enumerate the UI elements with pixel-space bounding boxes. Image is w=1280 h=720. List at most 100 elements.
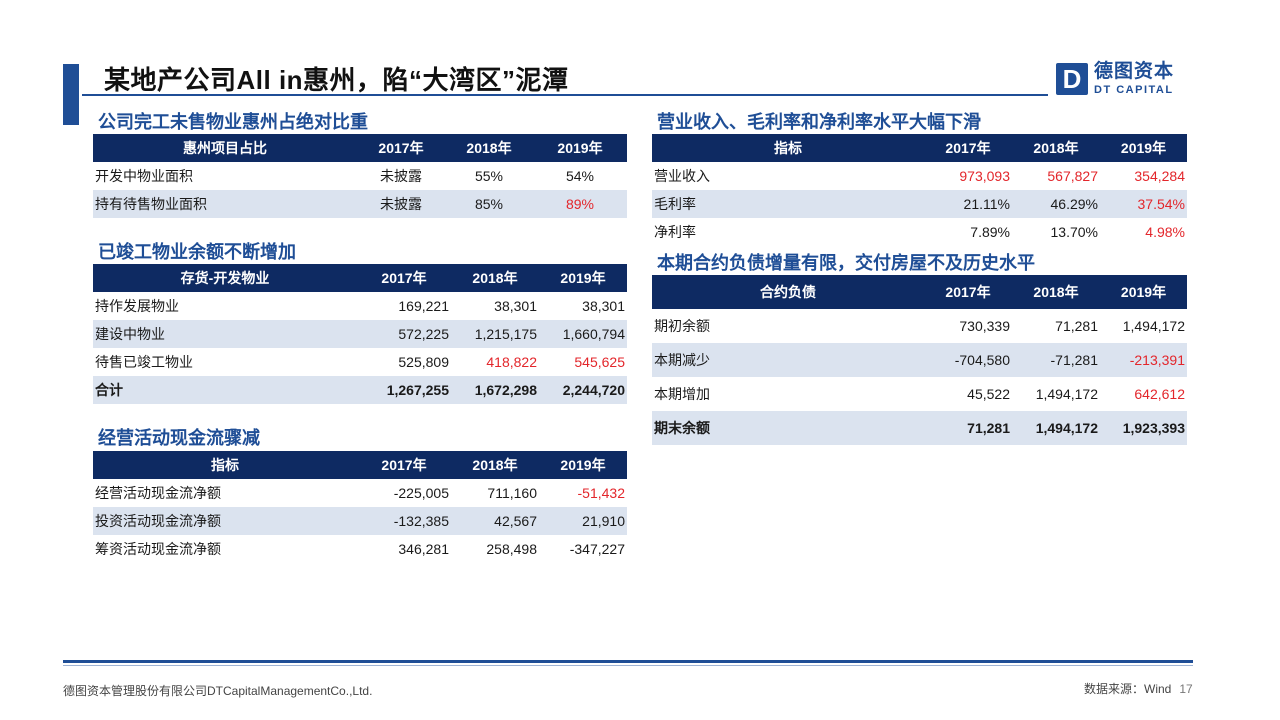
table5: 合约负债 2017年 2018年 2019年 期初余额 730,339 71,2… bbox=[652, 275, 1187, 445]
cell-value: -51,432 bbox=[577, 485, 625, 501]
table-row: 本期增加 45,522 1,494,172 642,612 bbox=[652, 377, 1187, 411]
cell-value: 354,284 bbox=[1134, 168, 1185, 184]
cell-value: -225,005 bbox=[393, 485, 449, 501]
table-row: 持有待售物业面积 未披露 85% 89% bbox=[93, 190, 627, 218]
table4-header: 2018年 bbox=[1012, 134, 1100, 162]
row-label: 本期增加 bbox=[654, 386, 710, 402]
table3-header: 2019年 bbox=[539, 451, 627, 479]
row-label: 期末余额 bbox=[652, 411, 924, 445]
logo-cn: 德图资本 bbox=[1094, 61, 1175, 82]
row-label: 待售已竣工物业 bbox=[95, 354, 193, 370]
cell-value: 258,498 bbox=[486, 541, 537, 557]
cell-value: 未披露 bbox=[380, 168, 422, 184]
cell-value: 37.54% bbox=[1100, 190, 1187, 218]
table1-header: 2019年 bbox=[533, 134, 627, 162]
cell-value: 46.29% bbox=[1012, 190, 1100, 218]
row-label: 投资活动现金流净额 bbox=[93, 507, 357, 535]
row-label: 经营活动现金流净额 bbox=[95, 485, 221, 501]
cell-value: 38,301 bbox=[494, 298, 537, 314]
cell-value: 572,225 bbox=[357, 320, 451, 348]
cell-value: 7.89% bbox=[970, 224, 1010, 240]
table5-header: 2018年 bbox=[1012, 275, 1100, 309]
table5-header: 合约负债 bbox=[652, 275, 924, 309]
table-row: 本期减少 -704,580 -71,281 -213,391 bbox=[652, 343, 1187, 377]
table-row: 经营活动现金流净额 -225,005 711,160 -51,432 bbox=[93, 479, 627, 507]
table-row: 开发中物业面积 未披露 55% 54% bbox=[93, 162, 627, 190]
page-title: 某地产公司All in惠州，陷“大湾区”泥潭 bbox=[104, 65, 569, 95]
cell-value: 4.98% bbox=[1145, 224, 1185, 240]
cell-value: -347,227 bbox=[569, 541, 625, 557]
table5-header-row: 合约负债 2017年 2018年 2019年 bbox=[652, 275, 1187, 309]
table-row: 投资活动现金流净额 -132,385 42,567 21,910 bbox=[93, 507, 627, 535]
table1-header: 2017年 bbox=[357, 134, 445, 162]
row-label: 营业收入 bbox=[654, 168, 710, 184]
table-row: 持作发展物业 169,221 38,301 38,301 bbox=[93, 292, 627, 320]
row-label: 毛利率 bbox=[652, 190, 924, 218]
cell-value: 71,281 bbox=[1055, 318, 1098, 334]
table4: 指标 2017年 2018年 2019年 营业收入 973,093 567,82… bbox=[652, 134, 1187, 246]
table-row-total: 合计 1,267,255 1,672,298 2,244,720 bbox=[93, 376, 627, 404]
cell-value: 525,809 bbox=[398, 354, 449, 370]
table4-header: 指标 bbox=[652, 134, 924, 162]
table2-header: 2017年 bbox=[357, 264, 451, 292]
cell-value: 13.70% bbox=[1050, 224, 1098, 240]
table2-header: 存货-开发物业 bbox=[93, 264, 357, 292]
table3-header: 2017年 bbox=[357, 451, 451, 479]
row-label: 开发中物业面积 bbox=[95, 168, 193, 184]
cell-value: 1,494,172 bbox=[1035, 386, 1098, 402]
cell-value: 89% bbox=[533, 190, 627, 218]
cell-value: 38,301 bbox=[582, 298, 625, 314]
cell-value: 730,339 bbox=[959, 318, 1010, 334]
cell-value: 71,281 bbox=[924, 411, 1012, 445]
table-row: 筹资活动现金流净额 346,281 258,498 -347,227 bbox=[93, 535, 627, 563]
cell-value: 346,281 bbox=[398, 541, 449, 557]
row-label: 筹资活动现金流净额 bbox=[95, 541, 221, 557]
table4-title: 营业收入、毛利率和净利率水平大幅下滑 bbox=[657, 112, 981, 132]
cell-value: 418,822 bbox=[486, 354, 537, 370]
cell-value: 85% bbox=[445, 190, 533, 218]
cell-value: 1,494,172 bbox=[1012, 411, 1100, 445]
table-row-total: 期末余额 71,281 1,494,172 1,923,393 bbox=[652, 411, 1187, 445]
table1-title: 公司完工未售物业惠州占绝对比重 bbox=[98, 112, 368, 132]
row-label: 净利率 bbox=[654, 224, 696, 240]
table1: 惠州项目占比 2017年 2018年 2019年 开发中物业面积 未披露 55%… bbox=[93, 134, 627, 218]
cell-value: 2,244,720 bbox=[539, 376, 627, 404]
table2-header: 2019年 bbox=[539, 264, 627, 292]
cell-value: -132,385 bbox=[357, 507, 451, 535]
row-label: 合计 bbox=[93, 376, 357, 404]
table2: 存货-开发物业 2017年 2018年 2019年 持作发展物业 169,221… bbox=[93, 264, 627, 404]
table1-header: 2018年 bbox=[445, 134, 533, 162]
cell-value: 42,567 bbox=[451, 507, 539, 535]
cell-value: 567,827 bbox=[1047, 168, 1098, 184]
table3-header: 指标 bbox=[93, 451, 357, 479]
table3-header: 2018年 bbox=[451, 451, 539, 479]
footer-company: 德图资本管理股份有限公司DTCapitalManagementCo.,Ltd. bbox=[63, 684, 373, 698]
table1-header-row: 惠州项目占比 2017年 2018年 2019年 bbox=[93, 134, 627, 162]
cell-value: 642,612 bbox=[1134, 386, 1185, 402]
title-divider bbox=[82, 94, 1048, 96]
page-number: 17 bbox=[1179, 682, 1193, 696]
cell-value: -704,580 bbox=[924, 343, 1012, 377]
table1-header: 惠州项目占比 bbox=[93, 134, 357, 162]
title-accent-bar bbox=[63, 64, 79, 125]
company-logo: D 德图资本 DT CAPITAL bbox=[1056, 62, 1174, 96]
table3-title: 经营活动现金流骤减 bbox=[98, 428, 260, 448]
table3-header-row: 指标 2017年 2018年 2019年 bbox=[93, 451, 627, 479]
logo-en: DT CAPITAL bbox=[1094, 84, 1174, 96]
footer-divider bbox=[63, 660, 1193, 663]
table-row: 净利率 7.89% 13.70% 4.98% bbox=[652, 218, 1187, 246]
cell-value: 169,221 bbox=[398, 298, 449, 314]
logo-text: 德图资本 DT CAPITAL bbox=[1094, 62, 1174, 96]
table5-header: 2019年 bbox=[1100, 275, 1187, 309]
table5-header: 2017年 bbox=[924, 275, 1012, 309]
table2-header-row: 存货-开发物业 2017年 2018年 2019年 bbox=[93, 264, 627, 292]
cell-value: -71,281 bbox=[1012, 343, 1100, 377]
row-label: 持作发展物业 bbox=[95, 298, 179, 314]
table-row: 建设中物业 572,225 1,215,175 1,660,794 bbox=[93, 320, 627, 348]
cell-value: 1,494,172 bbox=[1122, 318, 1185, 334]
footer-source: 数据来源：Wind bbox=[1084, 682, 1172, 696]
cell-value: 21,910 bbox=[539, 507, 627, 535]
cell-value: 1,660,794 bbox=[539, 320, 627, 348]
cell-value: 711,160 bbox=[487, 485, 537, 501]
row-label: 持有待售物业面积 bbox=[93, 190, 357, 218]
